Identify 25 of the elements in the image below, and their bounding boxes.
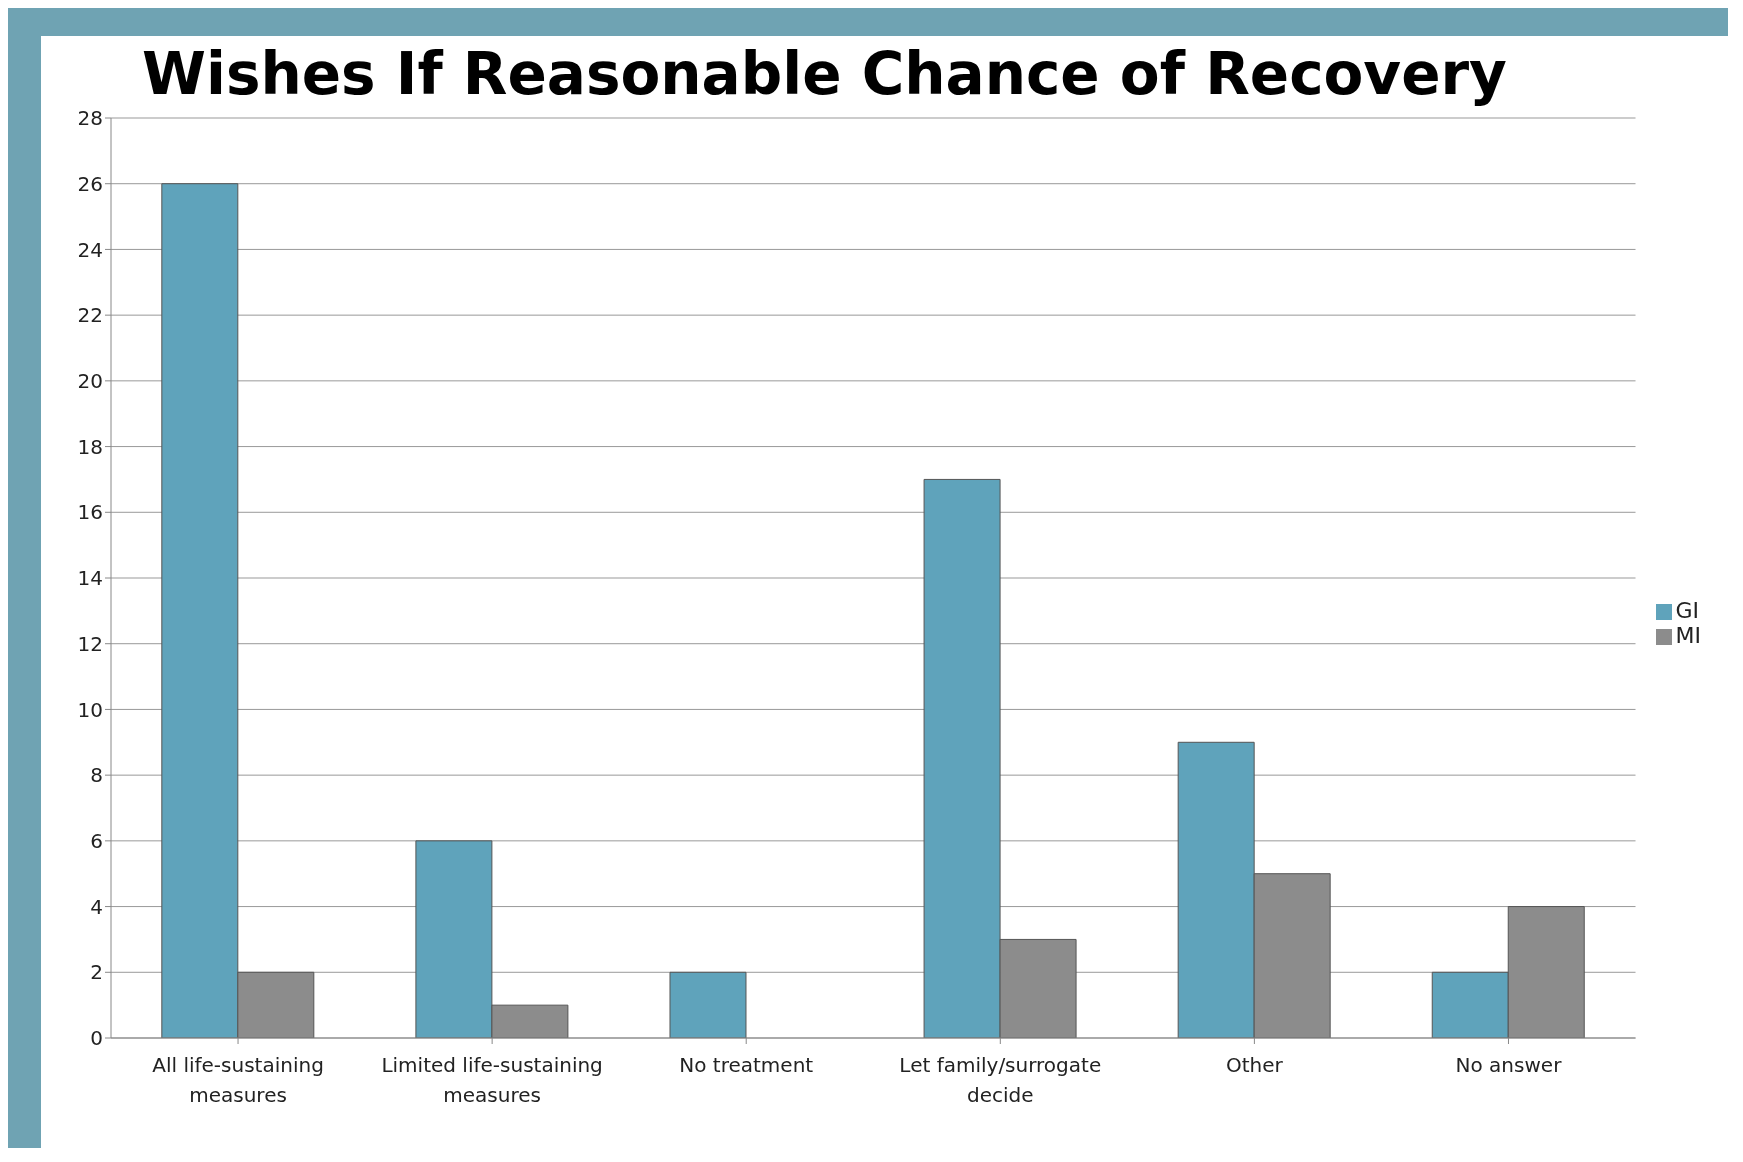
y-tick-label: 28 [77,106,103,131]
y-tick-label: 18 [77,434,103,459]
y-tick-label: 14 [77,566,103,591]
y-tick-label: 22 [77,303,103,328]
x-tick-label: Let family/surrogate decide [899,1053,1102,1107]
y-tick-label: 4 [90,894,103,919]
legend-label: GI [1675,598,1700,623]
y-tick-label: 8 [90,763,103,788]
chart-title: Wishes If Reasonable Chance of Recovery [141,39,1508,108]
bar [669,971,747,1038]
y-tick-label: 24 [77,237,103,262]
y-tick-label: 10 [77,697,103,722]
x-tick-label: No treatment [679,1053,814,1077]
x-tick-label: Other [1225,1053,1284,1077]
y-tick-label: 16 [77,500,103,525]
x-tick-label: Limited life-sustaining measures [381,1053,603,1107]
y-tick-label: 20 [77,368,103,393]
legend-label: MI [1675,623,1701,648]
x-tick-label: No answer [1455,1053,1563,1077]
y-tick-label: 6 [90,828,103,853]
y-tick-label: 26 [77,171,103,196]
y-tick-label: 0 [90,1026,103,1051]
x-tick-label: All life-sustaining measures [152,1053,324,1107]
y-tick-label: 12 [77,631,103,656]
y-tick-label: 2 [90,960,103,985]
